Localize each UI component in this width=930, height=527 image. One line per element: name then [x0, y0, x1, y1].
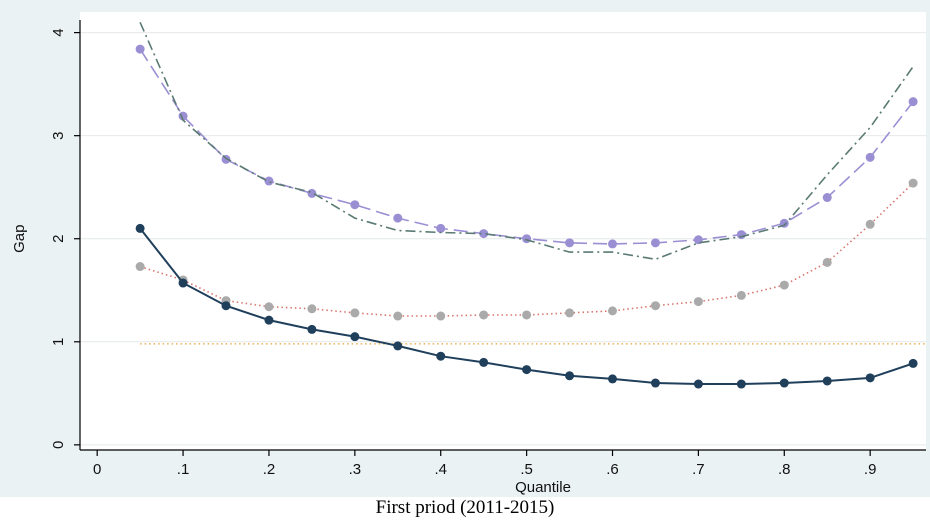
x-tick-label-1: .1 [177, 461, 190, 478]
series-3-point-9 [522, 365, 532, 375]
series-0-point-12 [650, 238, 660, 248]
series-2-point-11 [608, 306, 618, 316]
series-2-point-3 [264, 302, 274, 312]
series-2-point-5 [350, 308, 360, 318]
x-tick-label-3: .3 [349, 461, 362, 478]
series-2-point-9 [522, 310, 532, 320]
series-3-point-0 [135, 223, 145, 233]
series-2-point-14 [736, 290, 746, 300]
series-0-point-10 [565, 238, 575, 248]
x-tick-label-6: .6 [606, 461, 619, 478]
series-2-point-15 [779, 280, 789, 290]
series-2-point-8 [479, 310, 489, 320]
series-3-point-8 [479, 357, 489, 367]
x-tick-label-5: .5 [520, 461, 533, 478]
series-2-point-10 [565, 308, 575, 318]
y-tick-label-4: 4 [50, 28, 67, 36]
y-tick-label-0: 0 [50, 441, 67, 449]
series-2-point-18 [908, 178, 918, 188]
y-axis-title: Gap [11, 225, 28, 253]
series-0-point-14 [736, 230, 746, 240]
x-axis-title: Quantile [515, 479, 571, 496]
x-tick-label-2: .2 [263, 461, 276, 478]
x-tick-label-0: 0 [93, 461, 101, 478]
series-2 [135, 178, 918, 321]
series-layer [135, 21, 918, 389]
series-0-point-5 [350, 200, 360, 210]
series-3-point-13 [693, 379, 703, 389]
axes: 0 1 2 3 4 0 .1 .2 .3 .4 .5 .6 .7 .8 .9 [50, 20, 926, 478]
series-0-point-3 [264, 176, 274, 186]
series-2-point-12 [650, 301, 660, 311]
y-tick-label-1: 1 [50, 338, 67, 346]
series-3 [135, 223, 918, 389]
series-0-point-16 [822, 193, 832, 203]
series-3-point-14 [736, 379, 746, 389]
series-3-point-4 [307, 324, 317, 334]
x-tick-label-9: .9 [864, 461, 877, 478]
series-3-point-6 [393, 341, 403, 351]
series-3-point-15 [779, 378, 789, 388]
series-0-point-17 [865, 152, 875, 162]
chart-caption: First priod (2011-2015) [375, 497, 555, 518]
series-2-point-7 [436, 311, 446, 321]
plot-panel [80, 12, 926, 450]
x-tick-label-8: .8 [778, 461, 791, 478]
series-2-point-13 [693, 297, 703, 307]
series-0-point-11 [608, 239, 618, 249]
gap-chart: 0 1 2 3 4 0 .1 .2 .3 .4 .5 .6 .7 .8 .9 Gap Quantile [0, 0, 930, 497]
series-2-point-0 [135, 262, 145, 272]
grid-lines [80, 32, 926, 446]
series-3-point-16 [822, 376, 832, 386]
series-0-point-8 [479, 229, 489, 239]
x-tick-label-7: .7 [692, 461, 705, 478]
series-3-point-17 [865, 373, 875, 383]
series-2-point-6 [393, 311, 403, 321]
series-0-point-7 [436, 223, 446, 233]
series-0-point-18 [908, 97, 918, 107]
series-2-point-4 [307, 304, 317, 314]
series-3-point-7 [436, 351, 446, 361]
series-0-point-0 [135, 44, 145, 54]
series-1-line [139, 21, 914, 261]
y-tick-label-2: 2 [50, 235, 67, 243]
series-0-point-9 [522, 234, 532, 244]
series-2-point-17 [865, 219, 875, 229]
series-2-point-16 [822, 257, 832, 267]
series-3-point-11 [608, 374, 618, 384]
series-0-point-6 [393, 213, 403, 223]
series-3-point-1 [178, 278, 188, 288]
series-3-point-3 [264, 315, 274, 325]
series-0 [135, 44, 918, 249]
y-tick-label-3: 3 [50, 131, 67, 139]
x-tick-label-4: .4 [434, 461, 447, 478]
series-3-point-10 [565, 371, 575, 381]
series-3-point-2 [221, 301, 231, 311]
series-1 [139, 21, 914, 261]
series-3-point-5 [350, 332, 360, 342]
series-3-point-18 [908, 358, 918, 368]
series-3-point-12 [650, 378, 660, 388]
